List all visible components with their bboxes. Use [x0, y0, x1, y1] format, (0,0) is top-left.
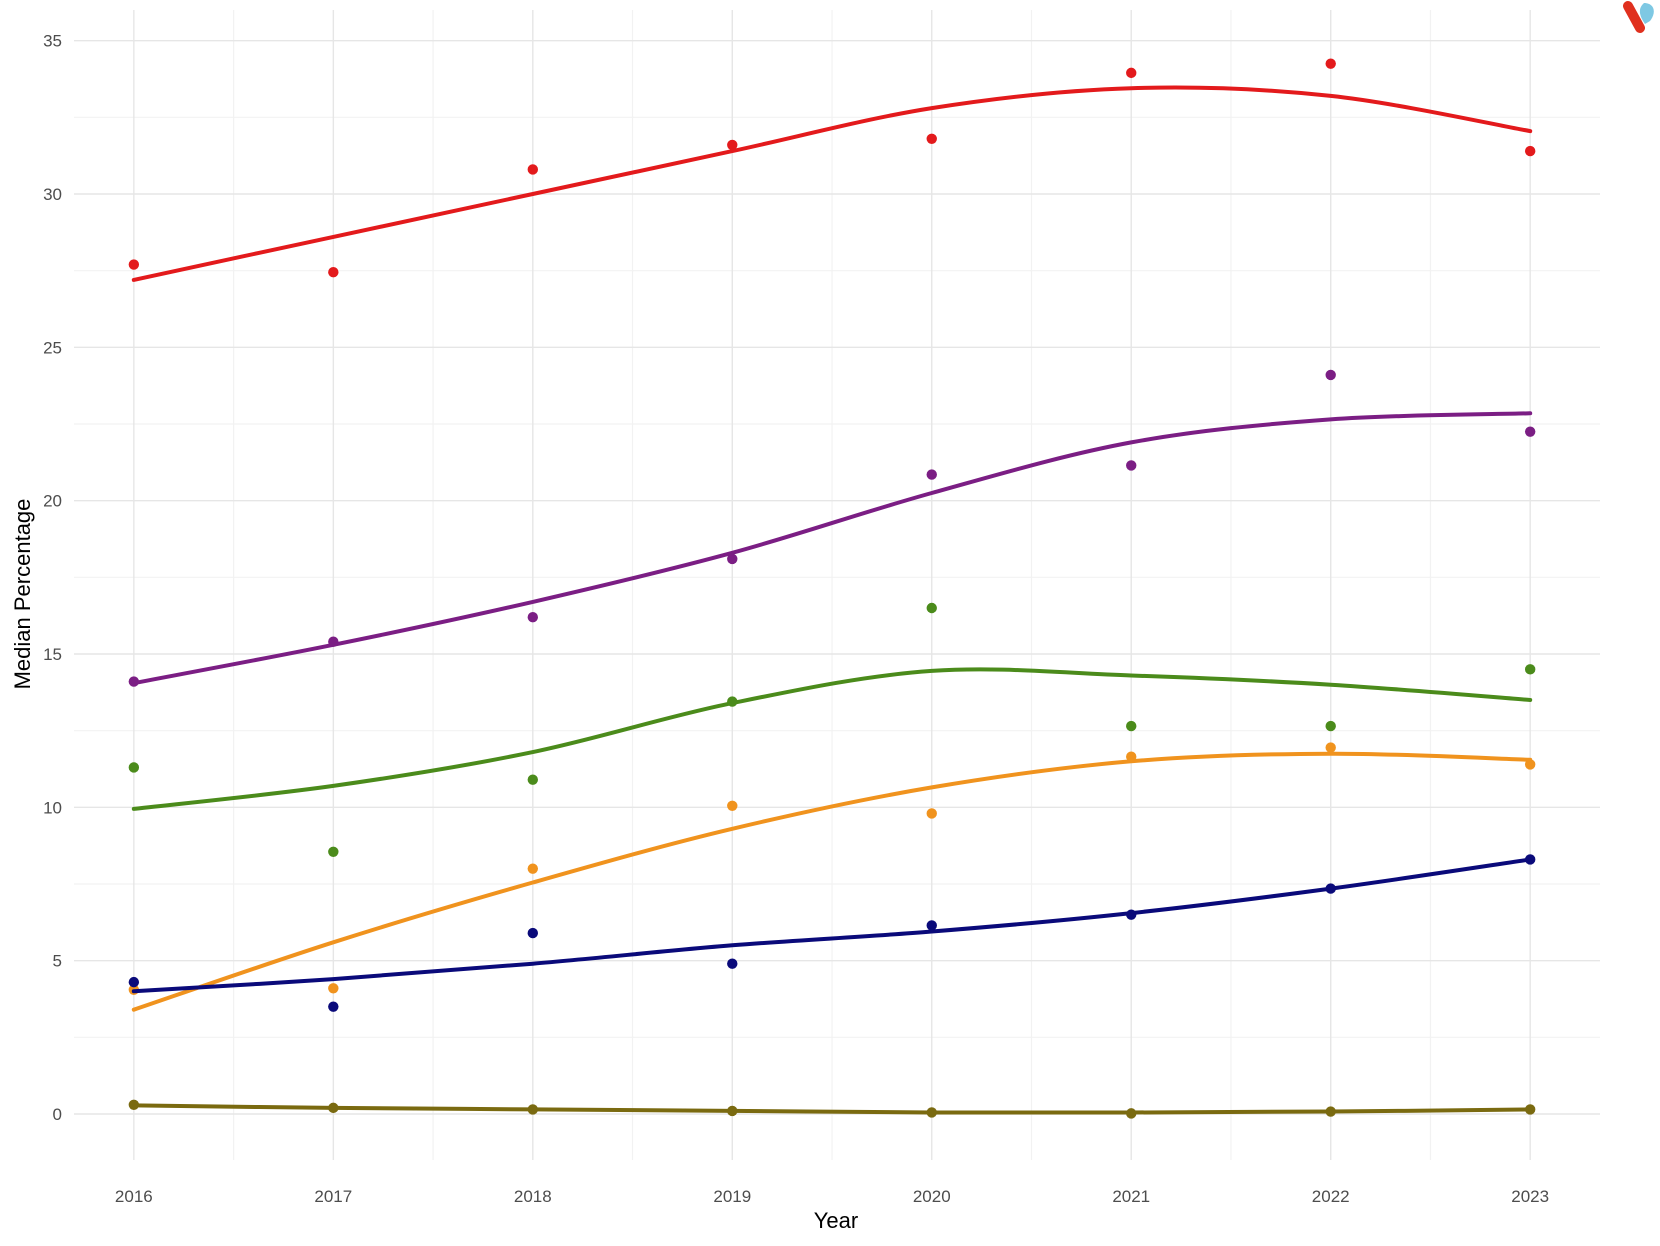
x-tick-label: 2018: [514, 1187, 552, 1206]
data-point: [1524, 759, 1536, 770]
data-point: [1126, 909, 1137, 920]
data-point: [1325, 58, 1336, 69]
data-point: [727, 553, 738, 565]
data-point: [328, 1102, 339, 1114]
trend-line: [131, 85, 1533, 282]
data-point: [727, 1105, 738, 1117]
data-point: [1524, 1104, 1536, 1115]
data-point: [1325, 720, 1336, 732]
data-point: [1126, 751, 1137, 762]
data-point: [926, 808, 937, 819]
trend-line: [131, 667, 1533, 811]
data-point: [1325, 742, 1336, 753]
series-6: [128, 1099, 1536, 1119]
x-tick-label: 2020: [913, 1187, 951, 1206]
logo-icon: [1623, 1, 1654, 33]
data-point: [1126, 67, 1137, 79]
data-point: [1126, 460, 1137, 471]
data-point: [727, 139, 738, 151]
data-point: [1524, 664, 1536, 675]
x-axis-tick-labels: 2016 2017 2018 2019 2020 2021 2022 2023: [115, 1187, 1549, 1206]
trend-line: [131, 751, 1533, 1012]
data-point: [727, 800, 738, 811]
data-point: [1325, 883, 1336, 894]
data-point: [527, 1104, 538, 1115]
data-point: [128, 1099, 140, 1111]
data-point: [128, 762, 140, 773]
x-axis-title: Year: [814, 1208, 858, 1233]
data-point: [926, 920, 937, 931]
data-point: [328, 846, 339, 857]
x-tick-label: 2017: [314, 1187, 352, 1206]
data-point: [926, 1107, 937, 1118]
grid: [74, 10, 1600, 1160]
y-tick-label: 0: [53, 1105, 62, 1124]
data-point: [1325, 1106, 1336, 1117]
y-tick-label: 20: [43, 492, 62, 511]
data-point: [328, 983, 339, 994]
y-tick-label: 25: [43, 338, 62, 357]
data-point: [727, 958, 738, 969]
y-axis-title: Median Percentage: [10, 499, 35, 690]
data-point: [1126, 720, 1137, 732]
series-layer: [128, 58, 1536, 1119]
data-point: [527, 774, 538, 785]
data-point: [527, 164, 538, 175]
y-tick-label: 35: [43, 32, 62, 51]
y-tick-label: 10: [43, 798, 62, 817]
data-point: [527, 863, 538, 874]
series-1: [128, 58, 1536, 282]
data-point: [527, 927, 538, 939]
x-tick-label: 2016: [115, 1187, 153, 1206]
trend-line: [131, 411, 1533, 686]
x-tick-label: 2019: [713, 1187, 751, 1206]
data-point: [926, 602, 937, 614]
data-point: [1524, 426, 1536, 437]
x-tick-label: 2022: [1312, 1187, 1350, 1206]
series-5: [128, 854, 1536, 1012]
x-tick-label: 2021: [1112, 1187, 1150, 1206]
series-3: [128, 602, 1536, 857]
data-point: [926, 469, 937, 480]
data-point: [926, 133, 937, 144]
data-point: [128, 976, 140, 988]
data-point: [527, 612, 538, 623]
y-tick-label: 5: [53, 952, 62, 971]
data-point: [1524, 854, 1536, 865]
data-point: [1325, 369, 1336, 381]
y-tick-label: 30: [43, 185, 62, 204]
data-point: [1524, 145, 1536, 157]
y-tick-label: 15: [43, 645, 62, 664]
trend-line: [131, 1103, 1533, 1115]
x-tick-label: 2023: [1511, 1187, 1549, 1206]
data-point: [328, 267, 339, 278]
data-point: [727, 696, 738, 707]
data-point: [128, 676, 140, 687]
y-axis-tick-labels: 0 5 10 15 20 25 30 35: [43, 32, 62, 1124]
series-4: [128, 742, 1536, 1012]
data-point: [328, 1001, 339, 1012]
data-point: [328, 636, 339, 647]
data-point: [1126, 1108, 1137, 1119]
data-point: [128, 259, 140, 270]
series-2: [128, 369, 1536, 687]
trend-line: [131, 857, 1533, 994]
